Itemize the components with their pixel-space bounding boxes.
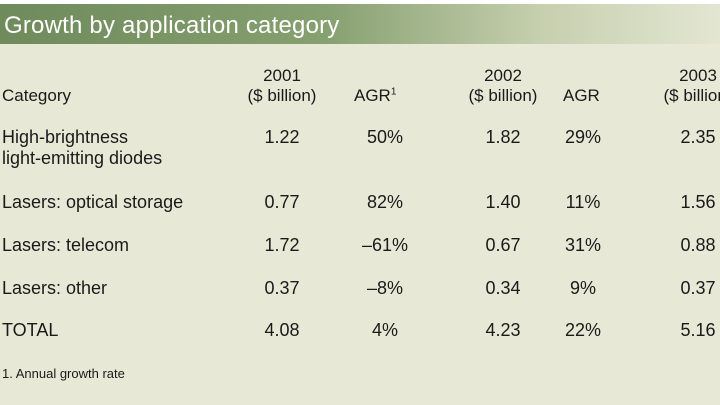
header-2003-year: 2003 [679,66,717,85]
row-1-2001: 1.22 [264,127,300,147]
header-2002-unit: ($ billion) [468,86,538,105]
header-2001-year: 2001 [263,66,301,85]
header-2003-unit: ($ billion) [663,86,720,105]
header-agr-2001: AGR1 [354,86,397,105]
row-2-agr-2001: 82% [366,192,404,212]
header-2001-unit: ($ billion) [247,86,317,105]
row-total-agr-2001: 4% [371,320,398,340]
row-2-category: Lasers: optical storage [2,192,184,212]
header-category: Category [2,86,71,105]
row-4-2001: 0.37 [264,278,300,298]
top-divider [0,0,720,4]
row-4-2002: 0.34 [485,278,521,298]
row-1-category: High-brightness [2,127,129,147]
row-1-2002: 1.82 [485,127,521,147]
row-1-agr-2001: 50% [366,127,404,147]
row-4-agr-2001: –8% [366,278,404,298]
title-bar: Growth by application category [0,4,720,44]
row-total-2002: 4.23 [485,320,521,340]
row-1-agr-2002: 29% [564,127,602,147]
row-3-agr-2001: –61% [361,235,409,255]
row-4-agr-2002: 9% [569,278,596,298]
row-1-category-cont: light-emitting diodes [2,148,163,168]
row-2-2003: 1.56 [680,192,716,212]
row-1-2003: 2.35 [680,127,716,147]
row-3-agr-2002: 31% [564,235,602,255]
footnote-marker: 1 [390,86,397,98]
row-total-2003: 5.16 [680,320,716,340]
header-2002-year: 2002 [484,66,522,85]
row-2-2002: 1.40 [485,192,521,212]
row-2-agr-2002: 11% [565,192,601,212]
row-total-category: TOTAL [2,320,59,340]
row-4-2003: 0.37 [680,278,716,298]
row-2-2001: 0.77 [264,192,300,212]
row-4-category: Lasers: other [2,278,108,298]
row-3-category: Lasers: telecom [2,235,130,255]
row-3-2003: 0.88 [680,235,716,255]
row-3-2001: 1.72 [264,235,300,255]
header-agr-2002: AGR [563,86,600,105]
table-title: Growth by application category [4,12,340,39]
row-total-2001: 4.08 [264,320,300,340]
row-total-agr-2002: 22% [564,320,602,340]
row-3-2002: 0.67 [485,235,521,255]
footnote: 1. Annual growth rate [2,366,125,381]
